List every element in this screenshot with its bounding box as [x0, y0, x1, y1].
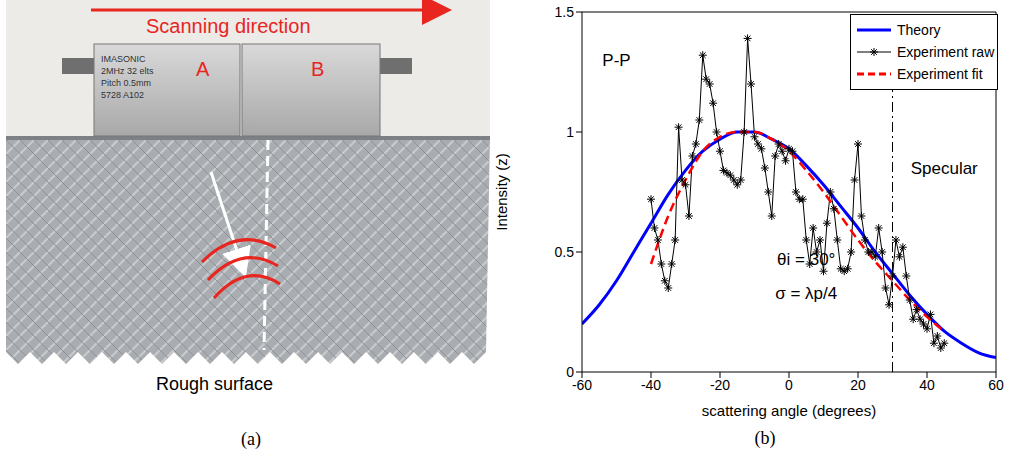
html-text:Experiment fit: Experiment fit	[897, 66, 983, 82]
svg-text:θi = 30°: θi = 30°	[777, 250, 835, 269]
svg-text:60: 60	[988, 377, 1004, 393]
svg-text:1: 1	[566, 124, 574, 140]
svg-text:Pitch 0.5mm: Pitch 0.5mm	[101, 78, 151, 88]
svg-text:2MHz 32 elts: 2MHz 32 elts	[101, 66, 154, 76]
html-text:Theory: Theory	[897, 22, 941, 38]
svg-text:1.5: 1.5	[555, 4, 575, 20]
svg-text:40: 40	[919, 377, 935, 393]
svg-text:A: A	[196, 58, 210, 80]
svg-text:5728 A102: 5728 A102	[101, 90, 144, 100]
html-text:Experiment raw: Experiment raw	[897, 44, 995, 60]
svg-text:IMASONIC: IMASONIC	[101, 54, 146, 64]
svg-text:σ = λp/4: σ = λp/4	[775, 284, 837, 303]
svg-text:-20: -20	[710, 377, 730, 393]
svg-text:B: B	[311, 58, 324, 80]
svg-text:Specular: Specular	[911, 159, 978, 178]
svg-text:-60: -60	[572, 377, 592, 393]
svg-text:Rough surface: Rough surface	[156, 374, 273, 394]
svg-text:20: 20	[850, 377, 866, 393]
svg-text:0.5: 0.5	[555, 244, 575, 260]
svg-text:0: 0	[785, 377, 793, 393]
html-text:(b): (b)	[754, 428, 776, 448]
svg-text:P-P: P-P	[602, 51, 630, 70]
svg-text:Intensity (z): Intensity (z)	[493, 153, 510, 231]
svg-text:Scanning direction: Scanning direction	[146, 15, 311, 37]
svg-text:-40: -40	[641, 377, 661, 393]
svg-text:0: 0	[566, 364, 574, 380]
svg-text:(a): (a)	[241, 429, 261, 450]
svg-text:scattering angle (degrees): scattering angle (degrees)	[702, 402, 876, 419]
